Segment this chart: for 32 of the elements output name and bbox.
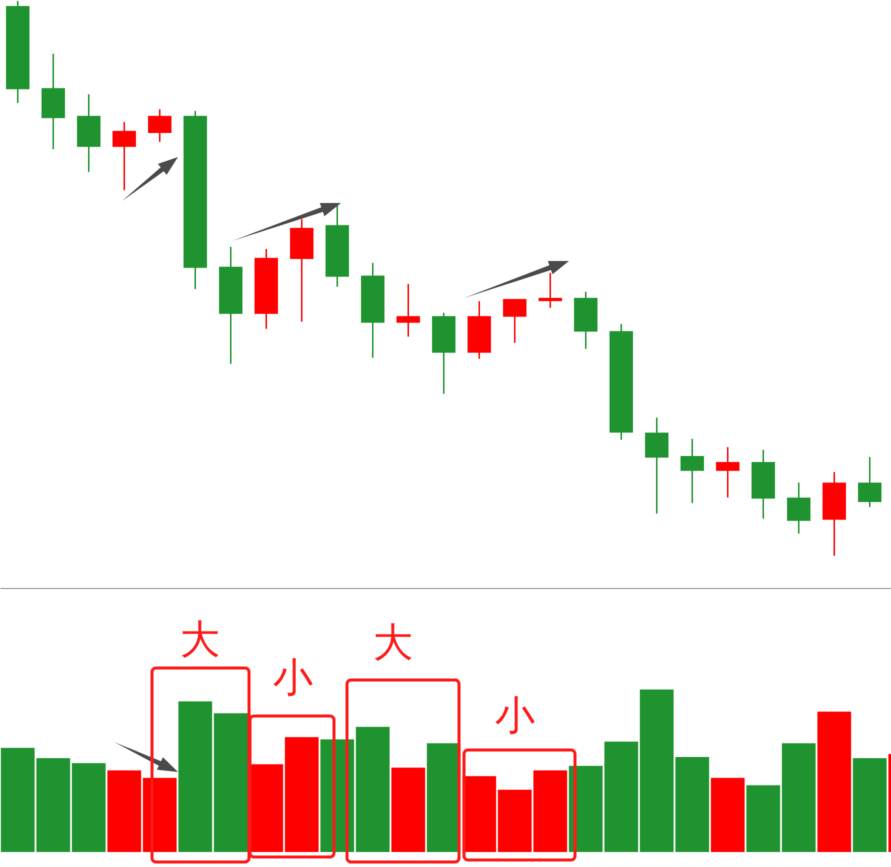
candlestick xyxy=(112,121,136,191)
bar xyxy=(533,770,568,852)
bar xyxy=(391,768,426,852)
bar xyxy=(782,743,816,852)
bar xyxy=(356,726,390,852)
text: 大 xyxy=(180,617,220,663)
bar xyxy=(142,778,177,852)
candlestick xyxy=(503,298,526,344)
candlestick xyxy=(716,446,740,498)
bar xyxy=(284,737,319,852)
bar xyxy=(675,756,710,852)
text: 大 xyxy=(373,620,413,666)
candlestick xyxy=(148,108,172,143)
candlestick xyxy=(787,482,810,534)
bar xyxy=(36,758,70,852)
bar xyxy=(817,712,852,852)
candlestick xyxy=(396,283,420,338)
bar xyxy=(498,790,532,852)
bar xyxy=(604,742,638,852)
bar xyxy=(72,763,106,852)
annotation: 小 xyxy=(495,693,535,739)
bar xyxy=(214,713,248,852)
bar xyxy=(0,748,35,852)
candlestick xyxy=(538,272,562,309)
bar xyxy=(710,778,745,852)
candlestick xyxy=(680,438,704,504)
candlestick xyxy=(858,456,882,508)
bar xyxy=(746,785,780,852)
bar xyxy=(568,766,603,852)
annotation: 小 xyxy=(273,655,313,701)
bar xyxy=(640,690,674,852)
bar xyxy=(178,701,212,852)
